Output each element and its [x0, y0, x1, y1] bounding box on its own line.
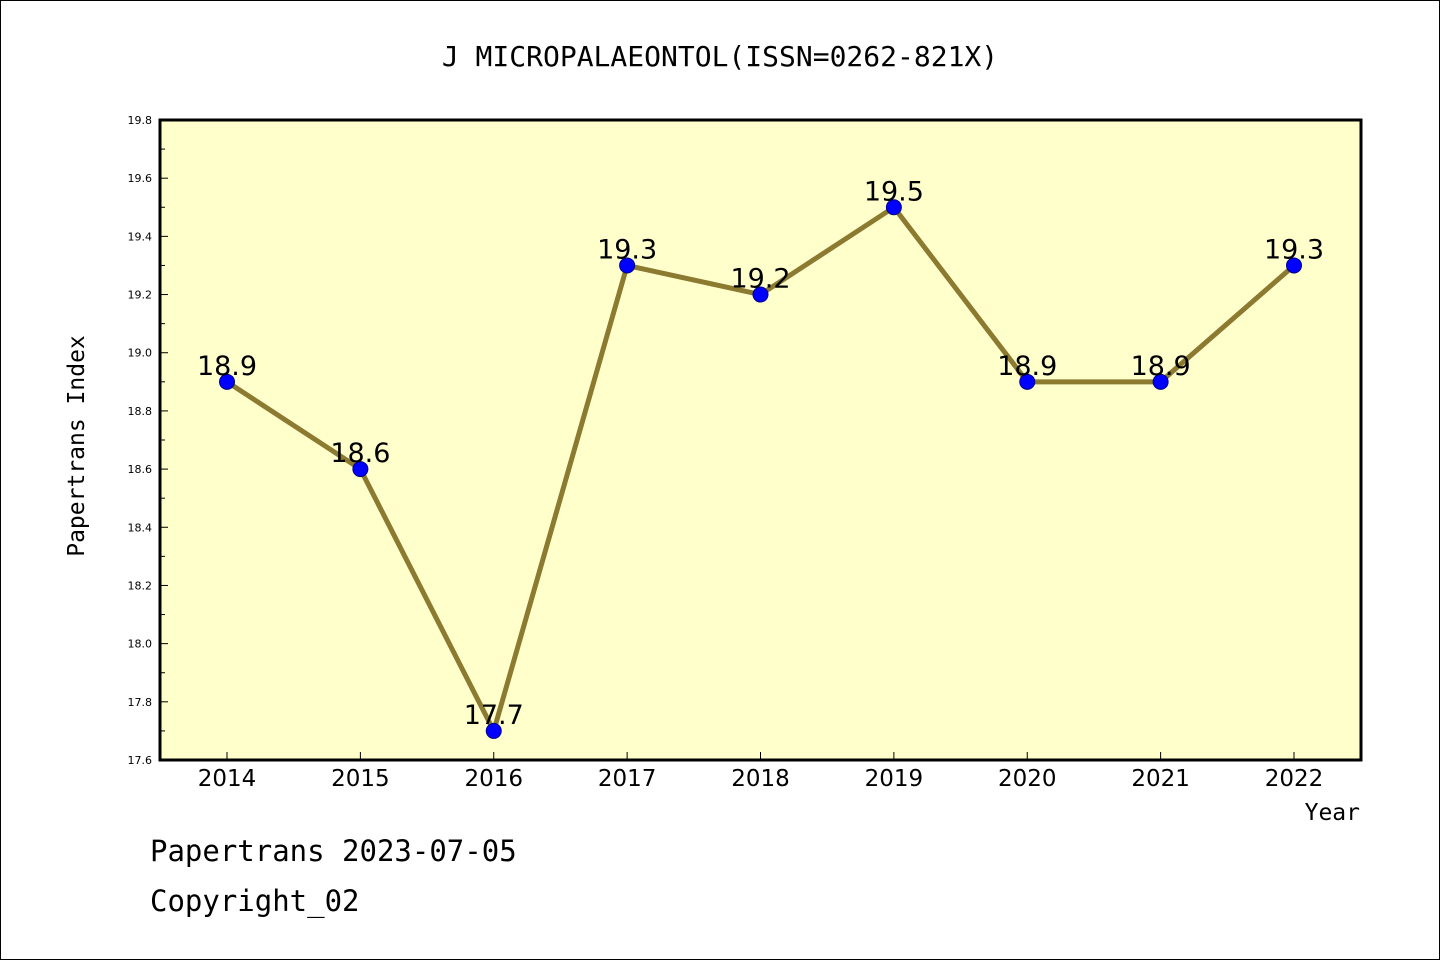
data-label: 18.9: [997, 351, 1057, 382]
x-tick-label: 2019: [865, 766, 924, 792]
data-point-marker: [352, 461, 369, 478]
data-label: 19.3: [597, 234, 657, 265]
y-tick-label: 19.2: [128, 289, 153, 302]
x-tick-label: 2018: [731, 766, 790, 792]
series-line-group: [219, 199, 1302, 739]
y-tick-label: 18.4: [128, 521, 153, 534]
data-point-marker: [885, 199, 902, 216]
data-labels-group: 18.9 18.6 17.7 19.3 19.2 19.5 18.9 18.9 19.3: [197, 176, 1324, 731]
x-axis-label: Year: [1305, 800, 1360, 826]
y-tick-label: 17.6: [128, 754, 153, 767]
y-tick-label: 18.6: [128, 463, 153, 476]
y-tick-label: 19.8: [128, 114, 153, 127]
data-label: 19.5: [864, 176, 924, 207]
footer-date-text: Papertrans 2023-07-05: [150, 834, 517, 868]
data-label: 18.6: [330, 438, 390, 469]
x-tick-label: 2015: [331, 766, 390, 792]
data-point-marker: [619, 257, 636, 274]
x-axis: 2014 2015 2016 2017 2018 2019 2020 2021 2022: [198, 752, 1324, 792]
x-tick-label: 2020: [998, 766, 1057, 792]
plot-area: [158, 118, 1363, 762]
data-label: 19.3: [1264, 234, 1324, 265]
data-point-marker: [752, 286, 769, 303]
y-tick-label: 18.0: [128, 638, 153, 651]
y-tick-label: 18.2: [128, 579, 153, 592]
data-label: 18.9: [1131, 351, 1191, 382]
data-label: 18.9: [197, 351, 257, 382]
x-tick-label: 2021: [1131, 766, 1190, 792]
data-point-marker: [485, 722, 502, 739]
x-tick-label: 2016: [464, 766, 523, 792]
x-tick-label: 2017: [598, 766, 657, 792]
y-tick-label: 19.4: [128, 230, 153, 243]
data-label: 17.7: [464, 700, 524, 731]
y-tick-label: 18.8: [128, 405, 153, 418]
x-tick-label: 2022: [1265, 766, 1324, 792]
data-point-marker: [1286, 257, 1302, 274]
chart-title: J MICROPALAEONTOL(ISSN=0262-821X): [442, 40, 998, 73]
y-tick-label: 19.0: [128, 347, 153, 360]
data-label: 19.2: [730, 264, 790, 295]
y-axis-label: Papertrans Index: [64, 335, 90, 557]
data-point-marker: [219, 373, 235, 390]
y-axis: 17.6 17.8 18.0 18.2 18.4 18.6 18.8 19.0 19.2 19.4…: [128, 114, 168, 767]
data-point-marker: [1019, 373, 1036, 390]
y-tick-label: 17.8: [128, 696, 153, 709]
x-tick-label: 2014: [198, 766, 257, 792]
footer-copyright-text: Copyright_02: [150, 884, 360, 918]
data-point-marker: [1152, 373, 1169, 390]
y-tick-label: 19.6: [128, 172, 153, 185]
